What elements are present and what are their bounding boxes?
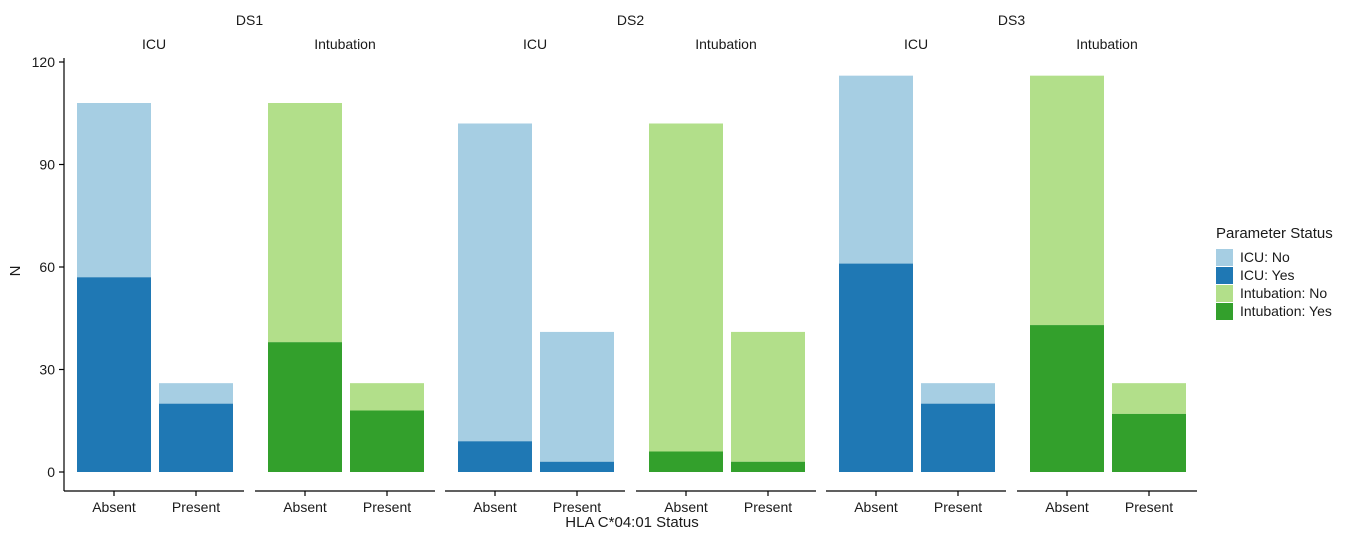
bar-ds1-intubation-absent-no — [268, 103, 342, 343]
y-tick-label: 0 — [47, 464, 55, 480]
bar-ds1-icu-present-yes — [159, 403, 233, 472]
panel-label-icu: ICU — [904, 36, 928, 52]
x-tick-label: Present — [363, 499, 411, 515]
x-tick-label: Present — [744, 499, 792, 515]
legend-swatch — [1216, 303, 1233, 320]
bar-ds2-intubation-present-no — [731, 331, 805, 462]
bar-ds3-icu-present-no — [921, 383, 995, 404]
panel-label-icu: ICU — [523, 36, 547, 52]
facet-strips: DS1 ICU Intubation DS2 ICU Intubation DS3 ICU In… — [142, 12, 1138, 52]
bar-ds3-intubation-absent-yes — [1030, 325, 1104, 472]
bar-ds3-icu-absent-yes — [839, 263, 913, 472]
bar-ds1-intubation-absent-yes — [268, 342, 342, 472]
legend-swatch — [1216, 267, 1233, 284]
y-tick-label: 90 — [39, 157, 55, 173]
bar-ds3-intubation-absent-no — [1030, 75, 1104, 326]
x-tick-label: Present — [1125, 499, 1173, 515]
x-tick-label: Present — [934, 499, 982, 515]
x-tick-label: Present — [553, 499, 601, 515]
y-tick-label: 30 — [39, 362, 55, 378]
x-tick-label: Absent — [283, 499, 327, 515]
group-label-ds2: DS2 — [617, 12, 644, 28]
y-tick-label: 120 — [32, 54, 56, 70]
legend-title: Parameter Status — [1216, 225, 1333, 242]
x-tick-label: Absent — [1045, 499, 1089, 515]
bar-ds1-icu-absent-yes — [77, 277, 151, 472]
panel-label-intubation: Intubation — [1076, 36, 1138, 52]
bar-ds3-intubation-present-no — [1112, 383, 1186, 414]
bar-ds1-intubation-present-yes — [350, 410, 424, 472]
bar-ds3-icu-present-yes — [921, 403, 995, 472]
legend-swatch — [1216, 285, 1233, 302]
bars-layer — [77, 75, 1186, 472]
panel-label-icu: ICU — [142, 36, 166, 52]
legend-swatch — [1216, 249, 1233, 266]
bar-ds3-icu-absent-no — [839, 75, 913, 264]
panel-label-intubation: Intubation — [695, 36, 757, 52]
panel-label-intubation: Intubation — [314, 36, 376, 52]
bar-ds1-icu-absent-no — [77, 103, 151, 278]
y-tick-label: 60 — [39, 259, 55, 275]
x-tick-label: Present — [172, 499, 220, 515]
group-label-ds1: DS1 — [236, 12, 263, 28]
bar-ds3-intubation-present-yes — [1112, 413, 1186, 472]
bar-ds2-intubation-absent-no — [649, 123, 723, 452]
bar-ds2-icu-present-yes — [540, 461, 614, 472]
x-tick-label: Absent — [854, 499, 898, 515]
bar-ds1-intubation-present-no — [350, 383, 424, 411]
y-axis-title: N — [7, 266, 24, 277]
bar-ds2-intubation-absent-yes — [649, 451, 723, 472]
x-tick-label: Absent — [664, 499, 708, 515]
bar-ds2-icu-present-no — [540, 331, 614, 462]
legend-label: ICU: Yes — [1240, 267, 1294, 283]
legend-label: ICU: No — [1240, 249, 1290, 265]
bar-ds2-intubation-present-yes — [731, 461, 805, 472]
legend-label: Intubation: Yes — [1240, 303, 1332, 319]
bar-ds2-icu-absent-yes — [458, 441, 532, 472]
x-axis-title: HLA C*04:01 Status — [565, 514, 698, 531]
x-tick-label: Absent — [473, 499, 517, 515]
bar-ds1-icu-present-no — [159, 383, 233, 404]
group-label-ds3: DS3 — [998, 12, 1025, 28]
axes-layer: 0 30 60 90 120 Absent Present Absent Present Abse… — [32, 54, 1197, 515]
legend-label: Intubation: No — [1240, 285, 1327, 301]
legend: Parameter Status ICU: No ICU: Yes Intubatio… — [1216, 225, 1333, 320]
x-tick-label: Absent — [92, 499, 136, 515]
bar-ds2-icu-absent-no — [458, 123, 532, 442]
